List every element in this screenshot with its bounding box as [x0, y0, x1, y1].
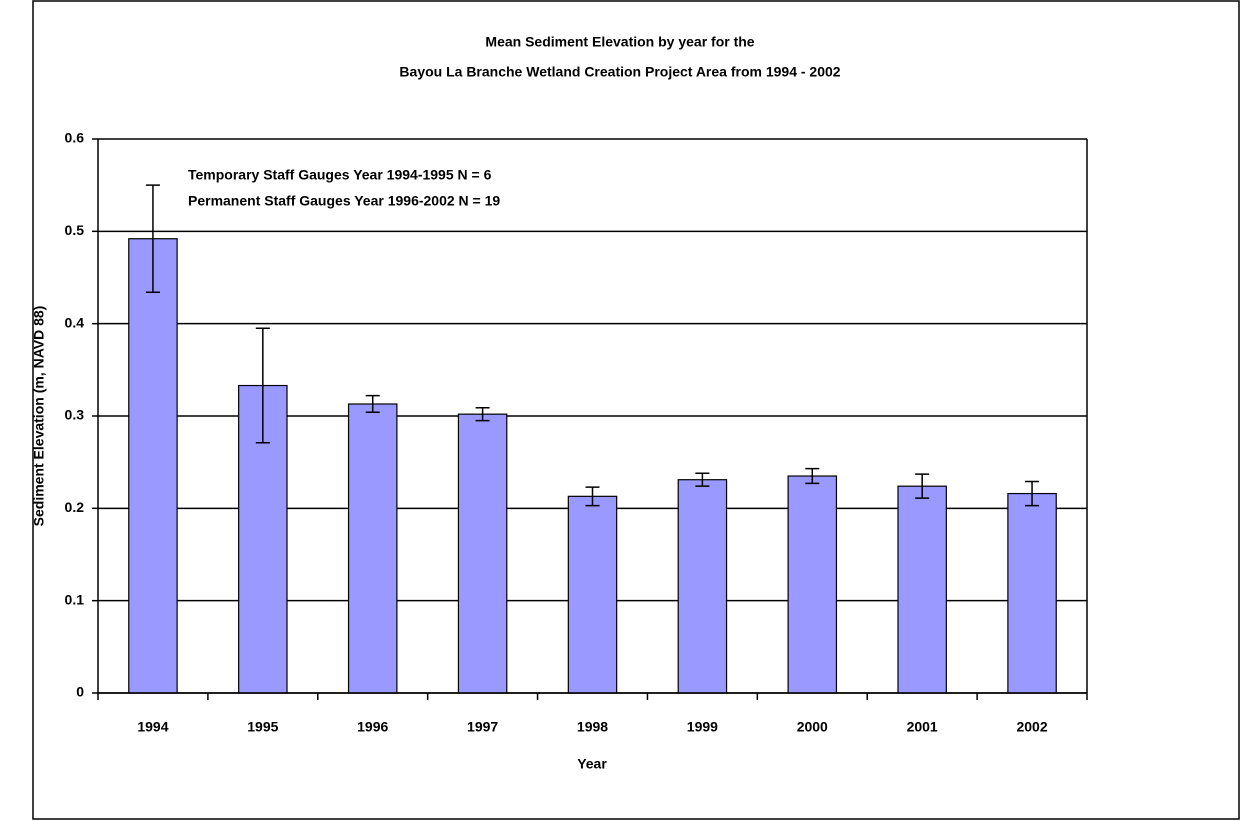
x-tick-label: 1994: [137, 719, 168, 735]
chart-title: Mean Sediment Elevation by year for the: [485, 34, 754, 50]
error-bar: [145, 184, 160, 294]
error-bar: [695, 472, 710, 487]
error-bar: [1025, 480, 1040, 507]
y-tick-label: 0.6: [65, 130, 85, 146]
x-tick-label: 2000: [797, 719, 828, 735]
y-tick-label: 0.5: [65, 222, 85, 238]
bar: [347, 403, 398, 694]
y-axis-label: Sediment Elevation (m, NAVD 88): [31, 306, 47, 527]
bar: [787, 475, 838, 694]
y-tick-label: 0.4: [65, 314, 85, 330]
x-tick-label: 2002: [1016, 719, 1047, 735]
x-tick-label: 1995: [247, 719, 278, 735]
bar: [897, 485, 947, 694]
error-bar: [585, 486, 600, 507]
bar: [567, 495, 618, 694]
x-tick-label: 1997: [467, 719, 498, 735]
bar: [677, 479, 728, 694]
x-axis-label: Year: [577, 756, 607, 772]
error-bar: [915, 473, 930, 499]
bar: [457, 413, 508, 694]
error-bar: [805, 467, 820, 485]
y-tick-label: 0.2: [65, 499, 85, 515]
chart-subtitle: Bayou La Branche Wetland Creation Projec…: [399, 64, 840, 80]
error-bar: [475, 406, 490, 422]
annotation: Permanent Staff Gauges Year 1996-2002 N …: [188, 193, 500, 209]
x-tick-label: 2001: [907, 719, 938, 735]
error-bar: [255, 327, 270, 444]
x-tick-label: 1996: [357, 719, 388, 735]
y-tick-label: 0.1: [65, 591, 85, 607]
error-bar: [365, 394, 380, 414]
y-tick-label: 0: [76, 684, 84, 700]
y-tick-label: 0.3: [65, 407, 85, 423]
bar: [1007, 492, 1057, 694]
bar: [128, 238, 178, 694]
annotation: Temporary Staff Gauges Year 1994-1995 N …: [188, 167, 492, 183]
chart-border: [32, 0, 1240, 820]
x-tick-label: 1998: [577, 719, 608, 735]
x-tick-label: 1999: [687, 719, 718, 735]
